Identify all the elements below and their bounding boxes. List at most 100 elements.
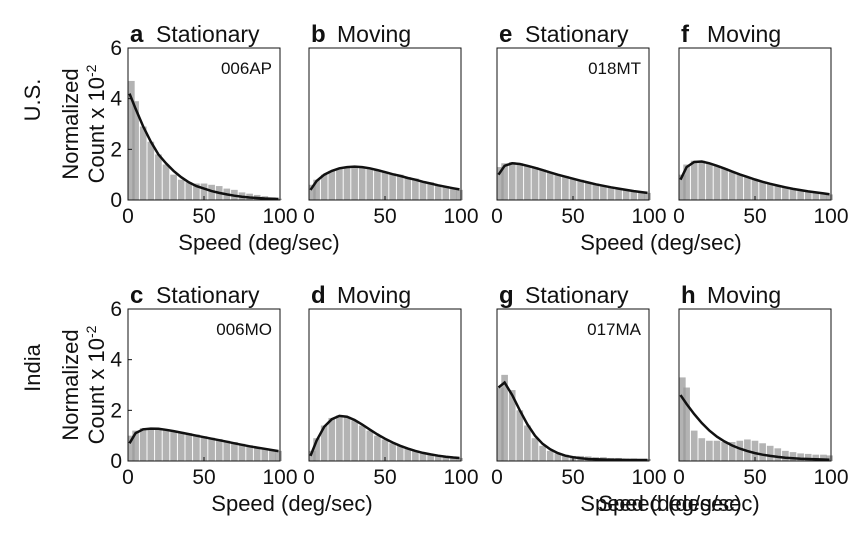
panel-h-xlabel: Speed (deg/sec) [598, 491, 759, 516]
panel-d-bar-13 [404, 448, 412, 461]
panel-h-bar-3 [698, 438, 706, 461]
panel-b-bar-14 [412, 178, 419, 200]
panel-b-bar-5 [343, 167, 351, 200]
panel-c-bar-8 [185, 433, 193, 461]
panel-d-bar-16 [427, 454, 434, 461]
panel-g-bar-8 [554, 453, 562, 461]
panel-f-xtick-label-100: 100 [813, 205, 848, 228]
panel-c-bar-5 [162, 429, 170, 461]
panel-c-bar-0 [128, 435, 135, 461]
panel-e-fit-curve [497, 162, 648, 195]
panel-h-letter: h [681, 282, 696, 309]
panel-c-xtick-label-100: 100 [262, 466, 297, 489]
panel-c-xtick-label-0: 0 [122, 466, 134, 489]
panel-h-bar-15 [789, 452, 797, 461]
panel-e-annotation: 018MT [588, 59, 641, 78]
panel-h-bar-18 [812, 454, 820, 461]
panel-e-title: Stationary [525, 21, 629, 47]
panel-b-bar-11 [389, 173, 396, 200]
panel-c-letter: c [130, 282, 143, 309]
panel-f-bar-10 [751, 179, 759, 200]
panel-f-bar-16 [797, 189, 804, 200]
panel-c-bar-3 [147, 428, 155, 461]
panel-f-bar-9 [744, 177, 751, 200]
row-label-1: India [20, 343, 45, 391]
panel-e-bar-15 [607, 187, 615, 200]
panel-c-bar-13 [223, 440, 231, 461]
ylabel-line1-0: Normalized [58, 68, 83, 179]
panel-e-bar-0 [497, 167, 504, 200]
panel-g-bar-0 [497, 387, 504, 461]
ylabel-line2-1: Count x 10-2 [83, 325, 109, 444]
panel-f-bar-12 [766, 183, 774, 200]
panel-f-bar-2 [690, 160, 698, 200]
panel-f-bar-13 [774, 185, 782, 200]
panel-c-bar-15 [238, 443, 246, 461]
panel-a-bar-5 [162, 164, 170, 200]
panel-a-ytick-label-6: 6 [110, 37, 122, 60]
panel-f-letter: f [681, 21, 690, 48]
panel-d-bar-11 [389, 443, 396, 461]
panel-b-bar-7 [358, 167, 366, 200]
panel-f-bar-19 [820, 193, 827, 200]
panel-d-bar-3 [328, 417, 336, 461]
panel-f-bar-3 [698, 160, 706, 200]
panel-e-bar-13 [592, 183, 600, 200]
panel-f-bar-18 [812, 192, 820, 200]
panel-d-bar-15 [419, 452, 427, 461]
panel-e-bar-8 [554, 174, 562, 200]
panel-h-bar-4 [706, 440, 713, 461]
panel-b-bar-13 [404, 177, 412, 200]
panel-e-bar-1 [501, 163, 508, 200]
panel-a-ytick-label-2: 2 [110, 138, 122, 161]
panel-e-bar-9 [562, 175, 569, 200]
panel-c-bar-12 [215, 438, 223, 461]
panel-c-bar-18 [261, 448, 269, 461]
panel-a-bar-9 [193, 183, 200, 200]
panel-b-fit-curve [309, 165, 460, 191]
panel-e-bar-20 [644, 192, 651, 200]
panel-f-xtick-label-50: 50 [743, 205, 766, 228]
panel-d-bar-2 [320, 425, 328, 461]
panel-d-bar-4 [336, 415, 343, 461]
ylabel-line2-0: Count x 10-2 [83, 64, 109, 183]
panel-h-fit-curve [679, 394, 830, 461]
panel-b-bar-20 [456, 189, 463, 200]
panel-b-bar-2 [320, 174, 328, 200]
ylabel-line1-1: Normalized [58, 329, 83, 440]
panel-a-bar-3 [147, 141, 155, 200]
panel-e-bar-14 [600, 186, 607, 200]
panel-d-bar-8 [366, 430, 374, 461]
panel-h-bar-6 [721, 442, 728, 461]
panel-e-xtick-label-100: 100 [631, 205, 666, 228]
panel-b-bar-6 [351, 167, 358, 200]
panel-a-bar-0 [128, 80, 135, 200]
panel-f-bar-15 [789, 188, 797, 200]
panel-b-bar-15 [419, 181, 427, 200]
panel-b-bar-16 [427, 182, 434, 200]
panel-d-bar-5 [343, 416, 351, 461]
panel-g-bar-9 [562, 454, 569, 461]
panel-h-bar-13 [774, 448, 782, 461]
panel-b-xtick-label-0: 0 [303, 205, 315, 228]
panel-g-bar-7 [546, 450, 554, 461]
panel-f-bar-5 [713, 165, 721, 200]
panel-g-bar-6 [539, 445, 546, 461]
panel-c-bar-20 [275, 450, 282, 461]
panel-a-bar-7 [177, 179, 185, 200]
panel-c-bar-2 [139, 428, 147, 461]
panel-c-xtick-label-50: 50 [192, 466, 215, 489]
panel-d-bar-0 [309, 450, 316, 461]
panel-h-bar-2 [690, 430, 698, 461]
panel-h-bar-16 [797, 453, 804, 461]
panel-d-bar-10 [381, 439, 389, 461]
panel-c-bar-9 [193, 434, 200, 461]
panel-a-xtick-label-50: 50 [192, 205, 215, 228]
panel-g-bar-5 [531, 438, 539, 461]
panel-e-bar-3 [516, 163, 524, 200]
panel-b-bar-0 [309, 184, 316, 200]
panel-a-bar-4 [155, 154, 162, 200]
panel-h-bar-8 [736, 440, 744, 461]
panel-g-letter: g [499, 282, 514, 309]
